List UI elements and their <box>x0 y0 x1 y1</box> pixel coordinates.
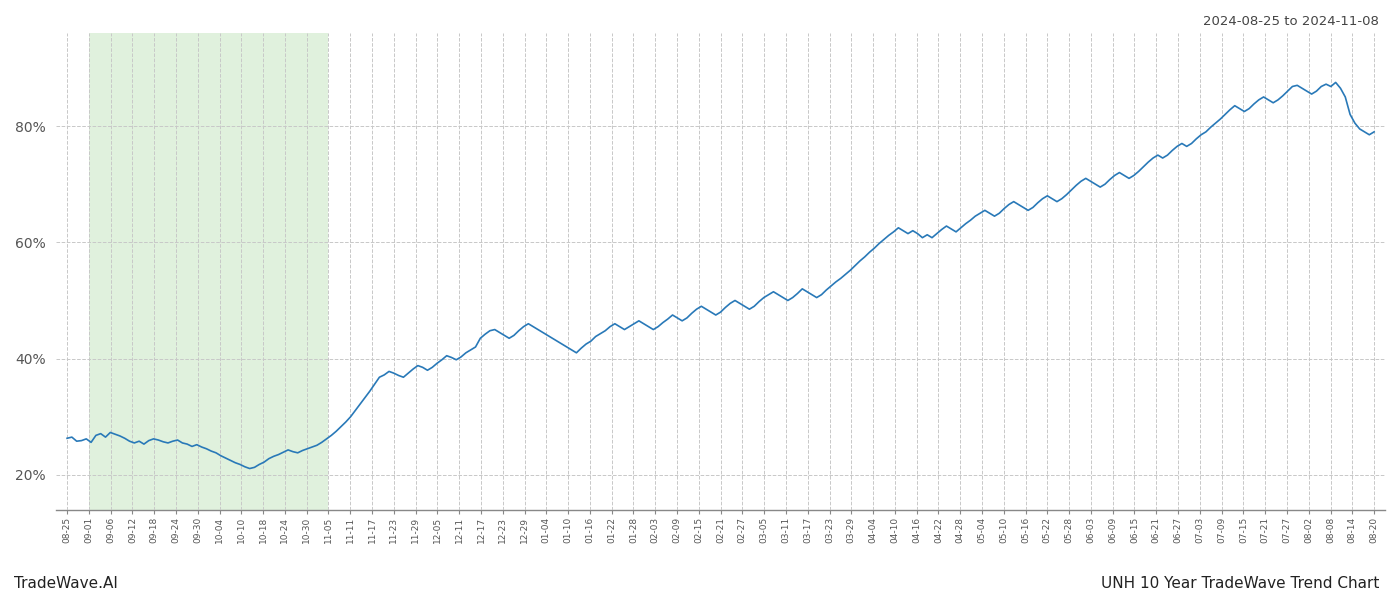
Text: TradeWave.AI: TradeWave.AI <box>14 576 118 591</box>
Text: UNH 10 Year TradeWave Trend Chart: UNH 10 Year TradeWave Trend Chart <box>1100 576 1379 591</box>
Bar <box>88 33 329 510</box>
Text: 2024-08-25 to 2024-11-08: 2024-08-25 to 2024-11-08 <box>1203 15 1379 28</box>
